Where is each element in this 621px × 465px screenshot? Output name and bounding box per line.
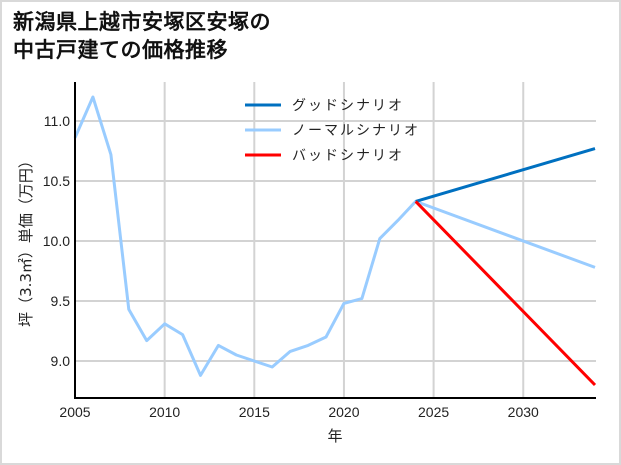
x-tick-label: 2010 (149, 404, 180, 420)
legend-label: グッドシナリオ (292, 98, 404, 114)
legend-label: バッドシナリオ (292, 148, 404, 164)
x-axis-label: 年 (327, 427, 342, 445)
y-axis-label: 坪（3.3㎡）単価（万円） (17, 153, 35, 327)
title-line-1: 新潟県上越市安塚区安塚の (13, 10, 271, 34)
x-tick-label: 2020 (328, 404, 359, 420)
x-tick-label: 2005 (59, 404, 90, 420)
axes (74, 82, 596, 399)
series-line (414, 200, 597, 387)
chart-title: 新潟県上越市安塚区安塚の 中古戸建ての価格推移 (13, 8, 271, 64)
x-tick-label: 2015 (239, 404, 270, 420)
y-tick-label: 9.5 (51, 293, 71, 309)
title-line-2: 中古戸建ての価格推移 (13, 38, 228, 62)
series-line (415, 147, 596, 203)
x-tick-label: 2025 (418, 404, 449, 420)
y-tick-label: 9.0 (51, 353, 71, 369)
legend-label: ノーマルシナリオ (292, 123, 420, 139)
series-line (73, 95, 596, 377)
tick-labels: 2005 2010 2015 2020 2025 2030 9.0 9.5 10.0 10.5 11… (43, 113, 539, 420)
y-tick-label: 10.0 (43, 233, 70, 249)
x-tick-label: 2030 (508, 404, 539, 420)
data-lines (73, 95, 597, 387)
y-tick-label: 11.0 (44, 113, 70, 129)
y-tick-label: 10.5 (43, 173, 70, 189)
